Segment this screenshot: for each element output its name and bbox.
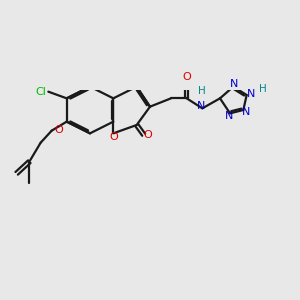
Text: O: O [143, 130, 152, 140]
Text: N: N [197, 101, 206, 111]
Text: N: N [230, 79, 238, 89]
Text: Cl: Cl [35, 87, 46, 97]
Text: N: N [247, 89, 255, 99]
Text: O: O [109, 132, 118, 142]
Text: O: O [55, 125, 63, 135]
Text: O: O [182, 71, 191, 82]
Text: N: N [242, 107, 250, 117]
Text: N: N [225, 111, 233, 121]
Text: H: H [260, 84, 267, 94]
Text: H: H [199, 86, 206, 96]
